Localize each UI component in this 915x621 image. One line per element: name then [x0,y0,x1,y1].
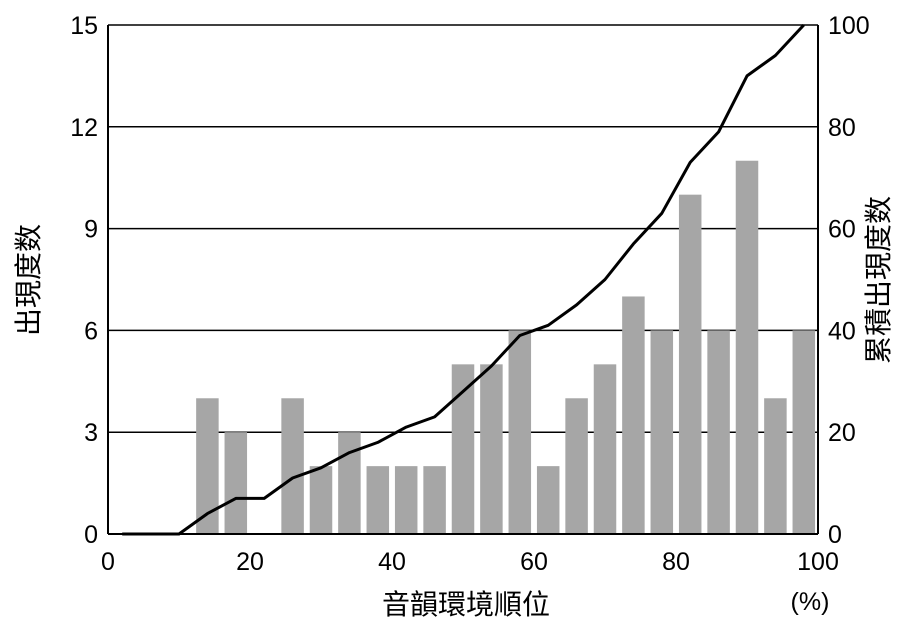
y-right-tick-label-1: 20 [828,419,856,447]
bar-19 [764,398,787,534]
x-tick-label-3: 60 [520,548,548,576]
bar-4 [338,432,361,534]
bar-2 [281,398,304,534]
bar-3 [309,466,333,534]
y-left-tick-label-1: 3 [84,419,98,447]
y-left-tick-label-2: 6 [84,317,98,345]
x-axis-unit: (%) [791,588,830,616]
bar-11 [536,466,560,534]
bar-18 [735,160,759,534]
bar-0 [196,398,219,534]
y-left-tick-label-3: 9 [84,216,98,244]
bar-16 [678,194,702,534]
y-left-tick-label-5: 15 [70,12,98,40]
x-tick-label-1: 20 [236,548,264,576]
y-right-tick-label-2: 40 [828,317,856,345]
bar-9 [480,364,503,534]
y-left-tick-label-4: 12 [70,114,98,142]
bar-13 [593,364,617,534]
bar-6 [394,466,418,534]
bar-8 [451,364,475,534]
bar-5 [366,466,390,534]
y-right-tick-label-5: 100 [828,12,870,40]
bar-1 [224,432,248,534]
bar-17 [707,330,730,534]
x-axis-title: 音韻環境順位 [382,588,550,621]
bar-10 [508,330,532,534]
y-left-tick-label-0: 0 [84,521,98,549]
y-left-axis-title: 出現度数 [12,224,45,336]
y-right-tick-label-4: 80 [828,114,856,142]
x-tick-labels: 0 20 40 60 80 100 [101,548,839,576]
y-right-tick-label-3: 60 [828,216,856,244]
bar-14 [622,296,645,534]
bar-12 [565,398,588,534]
bar-series [196,160,816,534]
y-right-tick-label-0: 0 [828,521,842,549]
y-right-axis-title: 累積出現度数 [862,196,895,364]
x-tick-label-4: 80 [662,548,690,576]
x-tick-label-0: 0 [101,548,115,576]
cumulative-line [122,23,805,536]
bar-20 [792,330,816,534]
x-tick-label-2: 40 [378,548,406,576]
x-tick-label-5: 100 [797,548,839,576]
bar-15 [650,330,674,534]
bar-7 [423,466,446,534]
plot-frame [107,25,819,535]
y-left-tick-labels: 0 3 6 9 12 15 [70,12,98,549]
y-right-tick-labels: 0 20 40 60 80 100 [828,12,870,549]
